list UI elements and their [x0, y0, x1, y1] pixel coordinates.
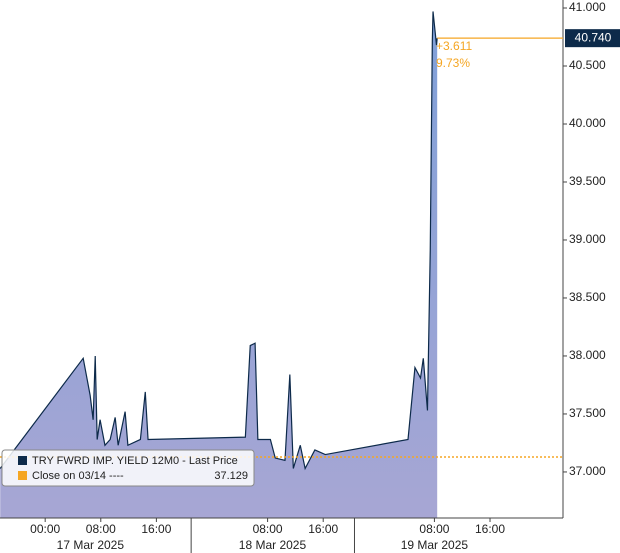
legend-swatch [18, 456, 27, 465]
y-tick-label: 41.000 [569, 0, 606, 14]
legend-value: 37.129 [214, 470, 248, 482]
x-tick-label: 16:00 [141, 522, 171, 536]
legend-label: TRY FWRD IMP. YIELD 12M0 - Last Price [32, 455, 238, 467]
x-tick-label: 16:00 [475, 522, 505, 536]
x-tick-label: 08:00 [253, 522, 283, 536]
day-label: 18 Mar 2025 [239, 538, 307, 552]
y-tick-label: 39.500 [569, 174, 606, 188]
legend: TRY FWRD IMP. YIELD 12M0 - Last Price Cl… [1, 449, 255, 487]
day-label: 17 Mar 2025 [57, 538, 125, 552]
y-tick-label: 37.000 [569, 464, 606, 478]
y-tick-label: 40.500 [569, 58, 606, 72]
legend-box [1, 449, 255, 487]
y-tick-label: 40.000 [569, 116, 606, 130]
y-tick-label: 39.000 [569, 232, 606, 246]
x-tick-label: 08:00 [86, 522, 116, 536]
change-label: +3.611 [436, 39, 472, 53]
day-label: 19 Mar 2025 [401, 538, 469, 552]
y-tick-label: 38.000 [569, 348, 606, 362]
line [0, 11, 438, 471]
y-tick-label: 37.500 [569, 406, 606, 420]
x-tick-label: 00:00 [30, 522, 60, 536]
x-tick-label: 16:00 [308, 522, 338, 536]
y-tick-label: 38.500 [569, 290, 606, 304]
area [0, 11, 438, 519]
last-price-box [565, 29, 620, 48]
legend-swatch [18, 471, 27, 480]
last-price-label: 40.740 [575, 30, 612, 44]
change-pct-label: 9.73% [436, 56, 470, 70]
legend-label: Close on 03/14 ---- [32, 470, 124, 482]
x-tick-label: 08:00 [419, 522, 449, 536]
